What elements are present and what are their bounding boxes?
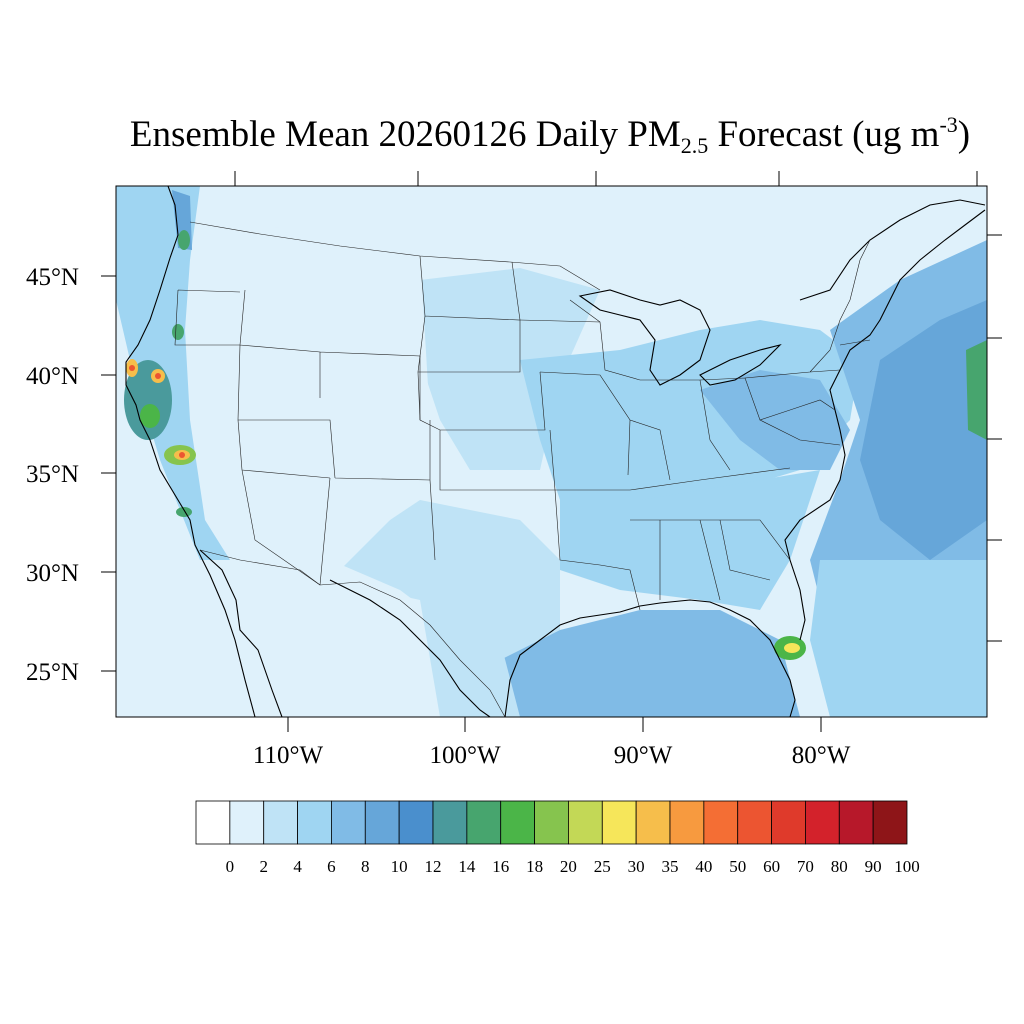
coastline-baja xyxy=(199,549,283,717)
borders-northeast xyxy=(744,239,871,446)
field-region-north xyxy=(116,186,987,248)
lon-label-90w: 90°W xyxy=(614,742,673,769)
hotspot-oregon xyxy=(172,324,184,340)
title-unit: Forecast (ug m xyxy=(708,114,940,155)
colorbar-label-20: 20 xyxy=(560,857,577,876)
colorbar-swatch-0 xyxy=(195,800,231,845)
colorbar-label-80: 80 xyxy=(831,857,848,876)
colorbar-swatch-6 xyxy=(398,800,434,845)
coastline-northeast xyxy=(799,199,986,301)
field-region-southeast xyxy=(560,470,820,610)
lon-label-80w: 80°W xyxy=(792,742,851,769)
hotspot-seattle xyxy=(178,230,190,250)
hotspot-los-angeles xyxy=(176,507,192,517)
hotspot-redding-core xyxy=(129,365,135,371)
lat-label-30n: 30°N xyxy=(26,560,79,587)
coastline-gulf-mexico-west xyxy=(329,579,491,717)
colorbar-swatch-2 xyxy=(263,800,298,845)
colorbar-swatch-10 xyxy=(534,800,569,845)
borders-plains xyxy=(417,255,556,491)
lat-label-40n: 40°N xyxy=(26,363,79,390)
map-frame xyxy=(115,185,988,718)
colorbar-label-4: 4 xyxy=(293,857,302,876)
colorbar-label-25: 25 xyxy=(594,857,611,876)
hotspot-bay-area xyxy=(140,404,160,428)
field-region-south-atlantic xyxy=(810,560,987,717)
hotspot-fresno-core xyxy=(179,452,185,458)
colorbar-swatch-3 xyxy=(297,800,332,845)
colorbar-swatch-8 xyxy=(466,800,502,845)
coastline-florida-atlantic xyxy=(784,209,986,641)
colorbar-label-40: 40 xyxy=(695,857,712,876)
field-region-plains xyxy=(420,268,600,470)
colorbar-label-50: 50 xyxy=(729,857,746,876)
colorbar-label-6: 6 xyxy=(327,857,336,876)
lat-label-35n: 35°N xyxy=(26,461,79,488)
title-main: Ensemble Mean 20260126 Daily PM xyxy=(129,114,681,155)
lon-label-100w: 100°W xyxy=(429,742,500,769)
colorbar-swatch-12 xyxy=(601,800,637,845)
map-boundaries xyxy=(125,186,986,717)
field-region-west-interior xyxy=(230,250,430,580)
colorbar-swatch-11 xyxy=(568,800,603,845)
colorbar-swatch-16 xyxy=(737,800,772,845)
colorbar-swatch-17 xyxy=(771,800,806,845)
colorbar-label-35: 35 xyxy=(662,857,679,876)
coastline-lake-erie xyxy=(699,343,782,386)
border-mexico xyxy=(199,549,506,717)
borders-south xyxy=(554,467,791,611)
colorbar-swatch-5 xyxy=(364,800,400,845)
longitude-labels: 110°W 100°W 90°W 80°W xyxy=(253,742,851,769)
colorbar-label-12: 12 xyxy=(425,857,442,876)
lat-label-25n: 25°N xyxy=(26,659,79,686)
hotspot-chico-core xyxy=(155,373,161,379)
field-region-gulf xyxy=(500,610,800,717)
lon-label-110w: 110°W xyxy=(253,742,324,769)
colorbar-label-2: 2 xyxy=(259,857,268,876)
colorbar-swatch-14 xyxy=(669,800,705,845)
colorbar-swatch-18 xyxy=(805,800,840,845)
colorbar-swatch-4 xyxy=(331,800,366,845)
colorbar-label-90: 90 xyxy=(865,857,882,876)
axis-ticks xyxy=(101,171,1002,732)
coastline-pacific xyxy=(125,186,256,717)
colorbar-swatch-13 xyxy=(635,800,671,845)
latitude-labels: 45°N 40°N 35°N 30°N 25°N xyxy=(26,264,79,686)
colorbar-swatch-9 xyxy=(500,800,535,845)
colorbar-label-10: 10 xyxy=(391,857,408,876)
colorbar-label-70: 70 xyxy=(797,857,814,876)
colorbar-label-30: 30 xyxy=(628,857,645,876)
colorbar-swatch-1 xyxy=(229,800,265,845)
title-unit-close: ) xyxy=(957,114,971,155)
field-region-atlantic-core xyxy=(860,300,987,560)
colorbar-swatch-20 xyxy=(872,800,908,845)
title-subscript: 2.5 xyxy=(680,133,709,158)
coastline-great-lakes xyxy=(578,289,711,386)
colorbar-label-0: 0 xyxy=(226,857,235,876)
lat-label-45n: 45°N xyxy=(26,264,79,291)
colorbar: 0 2 4 6 8 10 12 14 16 18 20 25 30 35 40 50 60 70 80 90 100 xyxy=(195,800,920,876)
colorbar-label-60: 60 xyxy=(763,857,780,876)
colorbar-swatch-19 xyxy=(838,800,874,845)
field-region-northeast xyxy=(700,370,850,470)
field-region-mexico xyxy=(116,560,500,717)
colorbar-label-100: 100 xyxy=(894,857,920,876)
colorbar-label-14: 14 xyxy=(458,857,476,876)
colorbar-label-16: 16 xyxy=(492,857,509,876)
field-region-texas xyxy=(330,500,560,660)
colorbar-swatch-15 xyxy=(703,800,739,845)
colorbar-label-18: 18 xyxy=(526,857,543,876)
hotspot-south-florida-inner xyxy=(784,643,800,653)
field-region-offshore-max xyxy=(966,340,987,440)
map-title: Ensemble Mean 20260126 Daily PM2.5 Forec… xyxy=(0,112,1024,159)
state-borders xyxy=(174,221,871,717)
colorbar-swatch-7 xyxy=(432,800,468,845)
title-superscript: -3 xyxy=(939,112,958,137)
coastline-gulf xyxy=(504,599,796,717)
colorbar-label-8: 8 xyxy=(361,857,370,876)
borders-midwest xyxy=(519,299,791,491)
field-region-pacific-coast xyxy=(116,186,230,560)
field-region-mexico-east xyxy=(420,600,520,717)
